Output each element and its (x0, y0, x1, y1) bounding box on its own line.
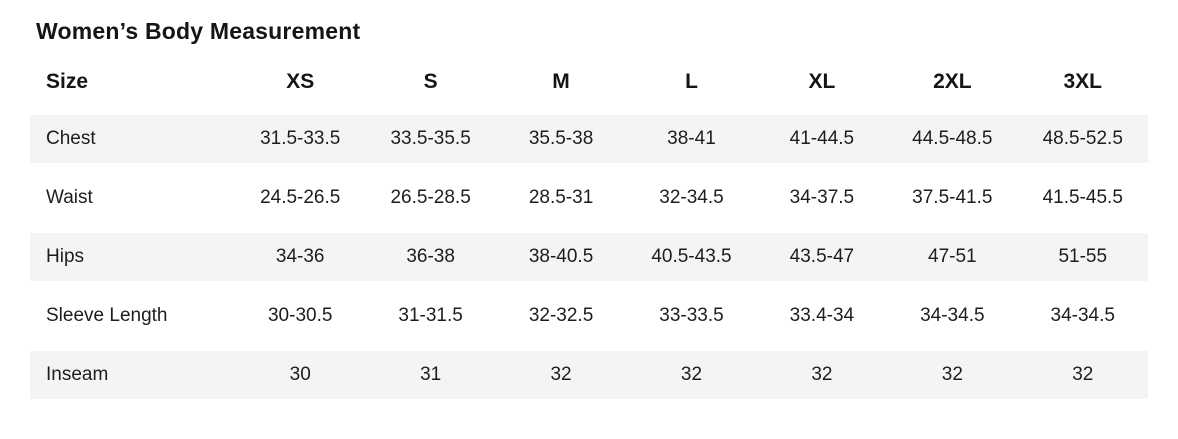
cell-chest-3xl: 48.5-52.5 (1017, 115, 1148, 163)
column-header-xl: XL (808, 70, 836, 93)
cell-waist-3xl: 41.5-45.5 (1042, 187, 1123, 208)
row-label-chest: Chest (30, 115, 235, 163)
row-label-inseam: Inseam (30, 351, 235, 399)
cell-hips-m: 38-40.5 (495, 233, 627, 281)
cell-inseam-2xl: 32 (887, 351, 1018, 399)
page-title: Women’s Body Measurement (36, 18, 361, 44)
row-label-waist: Waist (46, 187, 93, 208)
cell-waist-xl: 34-37.5 (789, 187, 855, 208)
cell-sleeve-3xl: 34-34.5 (1050, 305, 1115, 326)
cell-waist-2xl: 37.5-41.5 (912, 187, 993, 208)
cell-hips-s: 36-38 (365, 233, 496, 281)
cell-chest-xs: 31.5-33.5 (235, 115, 366, 163)
cell-hips-3xl: 51-55 (1017, 233, 1148, 281)
cell-sleeve-s: 31-31.5 (398, 305, 463, 326)
cell-inseam-3xl: 32 (1017, 351, 1148, 399)
cell-sleeve-l: 33-33.5 (659, 305, 724, 326)
cell-inseam-s: 31 (365, 351, 496, 399)
cell-inseam-l: 32 (626, 351, 757, 399)
column-header-l: L (685, 70, 698, 93)
cell-sleeve-xl: 33.4-34 (789, 305, 855, 326)
measurement-table: Size XS S M L XL 2XL 3XL Chest 31.5-33.5… (30, 47, 1148, 410)
column-header-2xl: 2XL (933, 70, 972, 93)
table-row-waist: Waist 24.5-26.5 26.5-28.5 28.5-31 32-34.… (30, 174, 1148, 222)
cell-chest-m: 35.5-38 (495, 115, 627, 163)
row-label-sleeve-length: Sleeve Length (46, 305, 168, 326)
cell-waist-xs: 24.5-26.5 (260, 187, 341, 208)
cell-chest-l: 38-41 (626, 115, 757, 163)
cell-waist-s: 26.5-28.5 (390, 187, 471, 208)
cell-waist-l: 32-34.5 (659, 187, 724, 208)
column-header-3xl: 3XL (1063, 70, 1103, 93)
table-row-hips: Hips 34-36 36-38 38-40.5 40.5-43.5 43.5-… (30, 233, 1148, 281)
cell-sleeve-2xl: 34-34.5 (920, 305, 985, 326)
cell-inseam-m: 32 (495, 351, 627, 399)
column-header-size: Size (46, 70, 89, 93)
header-row: Size XS S M L XL 2XL 3XL (30, 58, 1148, 104)
cell-sleeve-xs: 30-30.5 (267, 305, 333, 326)
cell-sleeve-m: 32-32.5 (528, 305, 594, 326)
column-header-s: S (423, 70, 438, 93)
cell-chest-2xl: 44.5-48.5 (887, 115, 1018, 163)
cell-chest-s: 33.5-35.5 (365, 115, 496, 163)
cell-hips-xs: 34-36 (235, 233, 366, 281)
table-row-inseam: Inseam 30 31 32 32 32 32 32 (30, 351, 1148, 399)
cell-hips-l: 40.5-43.5 (626, 233, 757, 281)
column-header-xs: XS (286, 70, 315, 93)
cell-chest-xl: 41-44.5 (756, 115, 888, 163)
cell-inseam-xl: 32 (756, 351, 888, 399)
table-row-chest: Chest 31.5-33.5 33.5-35.5 35.5-38 38-41 … (30, 115, 1148, 163)
cell-inseam-xs: 30 (235, 351, 366, 399)
table-row-sleeve-length: Sleeve Length 30-30.5 31-31.5 32-32.5 33… (30, 292, 1148, 340)
cell-waist-m: 28.5-31 (528, 187, 594, 208)
row-label-hips: Hips (30, 233, 235, 281)
cell-hips-2xl: 47-51 (887, 233, 1018, 281)
cell-hips-xl: 43.5-47 (756, 233, 888, 281)
column-header-m: M (552, 70, 570, 93)
